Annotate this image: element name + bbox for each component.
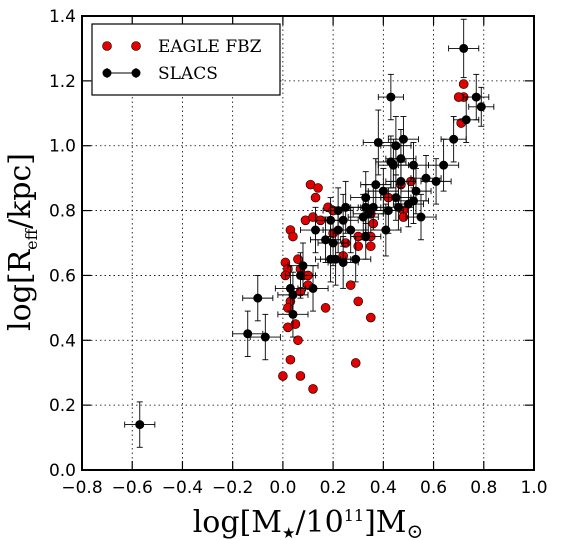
slacs-data-point xyxy=(328,238,338,248)
slacs-data-point xyxy=(308,283,318,293)
data-series xyxy=(124,18,495,448)
x-tick-label: −0.4 xyxy=(162,478,203,498)
x-axis-label: log[M★/1011]M⊙ xyxy=(193,505,424,540)
legend-eagle-marker xyxy=(102,41,112,51)
slacs-data-point xyxy=(388,160,398,170)
legend-eagle-marker xyxy=(131,41,141,51)
legend-eagle-label: EAGLE FBZ xyxy=(158,37,262,57)
plot-frame xyxy=(81,15,535,471)
legend-box xyxy=(91,23,281,96)
eagle-data-point xyxy=(365,241,376,252)
eagle-data-point xyxy=(365,312,376,323)
eagle-data-point xyxy=(308,384,318,394)
eagle-data-point xyxy=(285,354,296,365)
x-tick-label: −0.2 xyxy=(212,478,253,498)
eagle-data-point xyxy=(353,241,364,252)
slacs-data-point xyxy=(408,160,418,170)
slacs-data-point xyxy=(338,257,348,267)
x-tick-label: 0.8 xyxy=(470,478,497,498)
slacs-data-point xyxy=(403,199,413,209)
slacs-data-point xyxy=(476,102,486,112)
x-tick-label: 0.6 xyxy=(420,478,447,498)
slacs-data-point xyxy=(471,92,481,102)
slacs-data-point xyxy=(461,115,471,125)
eagle-data-point xyxy=(320,303,331,313)
grid-lines xyxy=(82,16,534,470)
x-tick-label: 0.2 xyxy=(320,478,347,498)
eagle-data-point xyxy=(310,192,321,203)
slacs-data-point xyxy=(311,225,321,235)
slacs-data-point xyxy=(260,332,270,342)
eagle-data-point xyxy=(458,79,469,89)
x-tick-label: 0.4 xyxy=(370,478,397,498)
slacs-data-point xyxy=(396,176,406,186)
slacs-data-point xyxy=(253,293,263,303)
slacs-data-point xyxy=(398,134,408,144)
y-tick-label: 0.2 xyxy=(49,396,76,416)
x-tick-label: 1.0 xyxy=(520,478,547,498)
slacs-data-point xyxy=(135,420,145,430)
slacs-data-point xyxy=(298,261,308,271)
y-tick-label: 1.2 xyxy=(49,72,76,92)
slacs-data-point xyxy=(449,134,459,144)
axis-ticks: −0.8 −0.6 −0.4 −0.2 0.0 0.2 0.4 0.6 0.8 1.0 0.0 0.2… xyxy=(49,7,548,498)
slacs-data-point xyxy=(321,235,331,245)
slacs-data-point xyxy=(381,225,391,235)
eagle-data-point xyxy=(288,231,298,242)
eagle-data-point xyxy=(313,183,323,193)
x-tick-label: 0.0 xyxy=(269,478,296,498)
eagle-data-point xyxy=(295,371,306,381)
eagle-data-point xyxy=(293,335,303,346)
eagle-data-point xyxy=(350,358,361,368)
legend-slacs-marker xyxy=(102,68,112,78)
x-tick-label: −0.6 xyxy=(112,478,153,498)
slacs-data-point xyxy=(431,176,441,186)
eagle-data-point xyxy=(290,319,301,329)
eagle-data-point xyxy=(278,371,288,381)
x-tick-label: −0.8 xyxy=(61,478,102,498)
slacs-data-point xyxy=(459,43,469,53)
y-tick-label: 1.0 xyxy=(49,137,76,157)
eagle-data-point xyxy=(453,92,464,102)
slacs-data-point xyxy=(386,92,396,102)
legend: EAGLE FBZ SLACS xyxy=(91,23,281,96)
slacs-data-point xyxy=(361,232,371,242)
slacs-data-point xyxy=(361,202,371,212)
legend-slacs-label: SLACS xyxy=(158,64,218,84)
slacs-data-point xyxy=(439,160,449,170)
eagle-data-point xyxy=(353,296,364,307)
y-tick-label: 0.8 xyxy=(49,202,76,222)
slacs-data-point xyxy=(373,137,383,147)
slacs-data-point xyxy=(421,173,431,183)
slacs-data-point xyxy=(333,225,343,235)
y-axis-label: log[Reff/kpc] xyxy=(3,153,41,331)
slacs-data-point xyxy=(393,202,403,212)
slacs-data-point xyxy=(288,309,298,319)
slacs-data-point xyxy=(416,212,426,222)
eagle-data-point xyxy=(345,280,356,290)
y-tick-label: 0.0 xyxy=(49,461,76,481)
y-tick-label: 0.4 xyxy=(49,331,76,351)
y-tick-label: 1.4 xyxy=(49,7,76,27)
legend-slacs-marker xyxy=(131,68,141,78)
y-tick-label: 0.6 xyxy=(49,266,76,286)
slacs-data-point xyxy=(378,186,388,196)
slacs-data-point xyxy=(295,270,305,280)
